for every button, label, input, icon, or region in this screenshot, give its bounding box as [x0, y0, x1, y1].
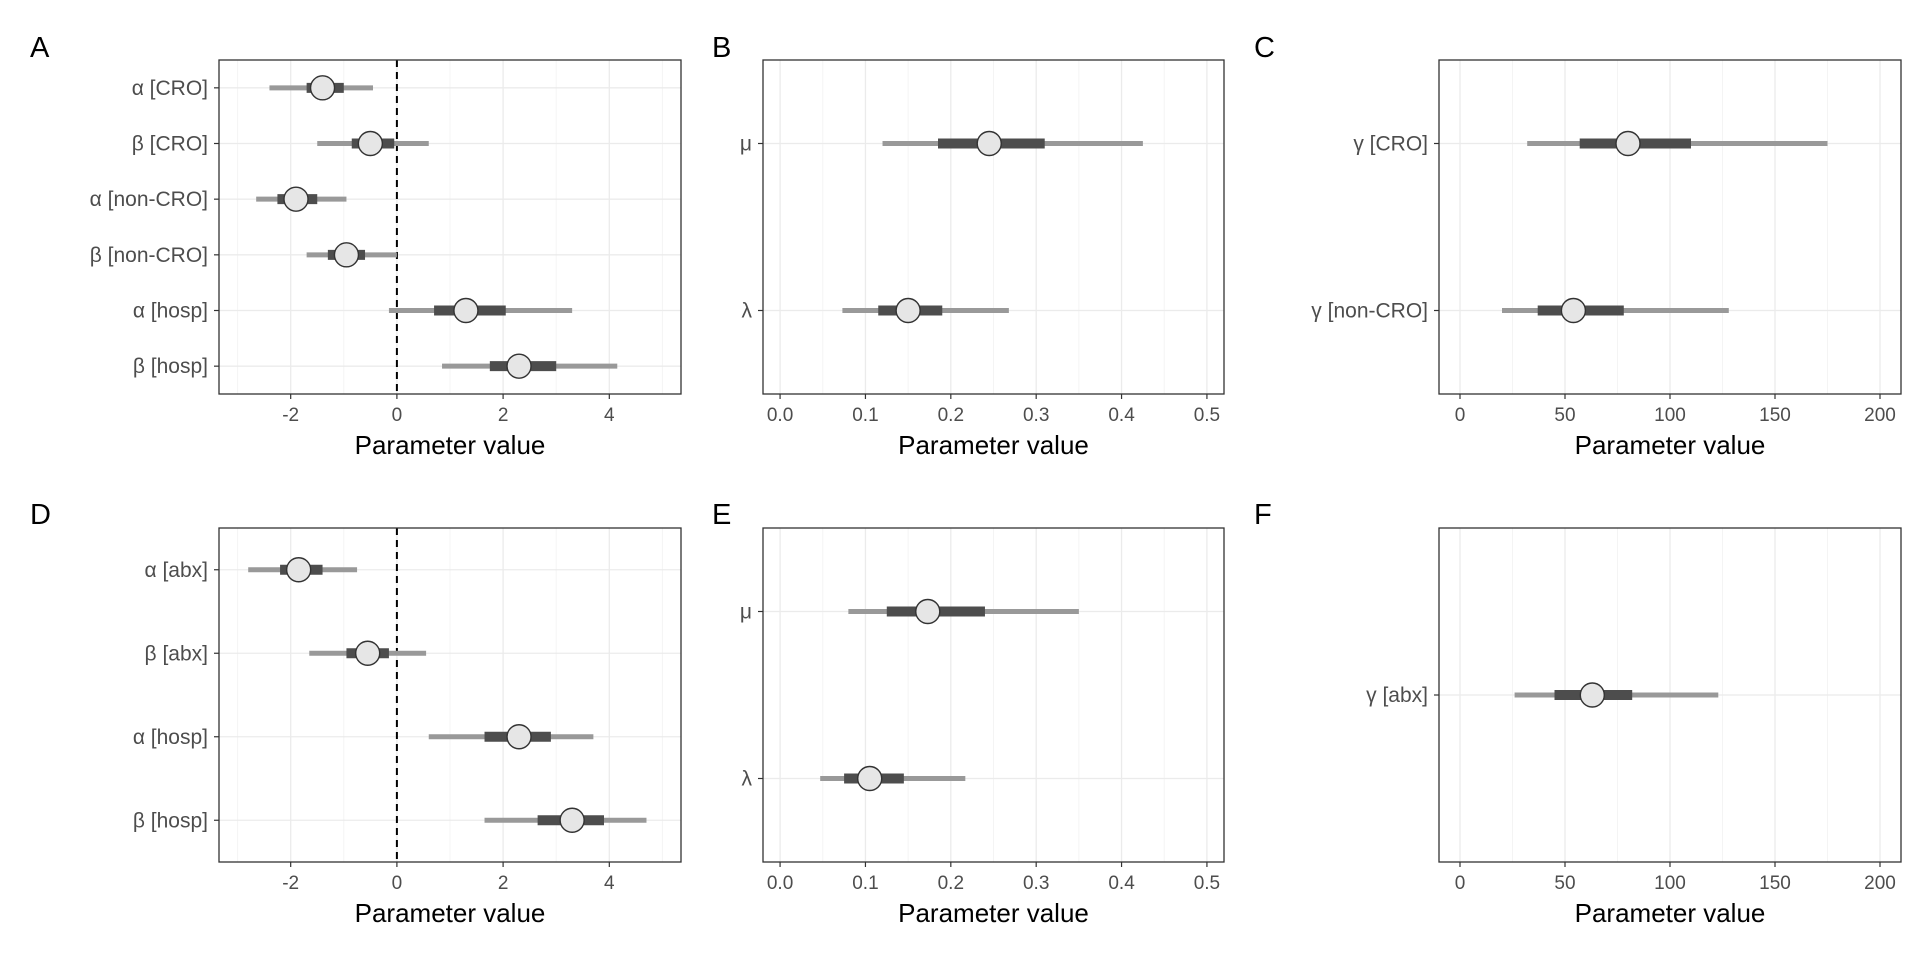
y-tick-label: β [hosp] — [133, 355, 208, 378]
x-tick-label: 0.1 — [852, 405, 878, 426]
panel-tag: F — [1254, 499, 1272, 531]
x-tick-label: 200 — [1864, 405, 1896, 426]
x-axis-title: Parameter value — [1575, 430, 1766, 460]
panel-f: γ [abx] 0 50 100 150 200 Parameter value F — [1254, 499, 1902, 928]
x-tick-label: 0.1 — [852, 873, 878, 894]
panel-d: α [abx] β [abx] α [hosp] β [hosp] -2 0 2 4 Param… — [30, 499, 682, 928]
panel-c: γ [CRO] γ [non-CRO] 0 50 100 150 200 Parameter … — [1254, 32, 1902, 460]
panel-b: μ λ 0.0 0.1 0.2 0.3 0.4 0.5 Parameter value B — [712, 32, 1225, 460]
x-tick-label: 0.5 — [1194, 405, 1220, 426]
panel-tag: A — [30, 32, 50, 64]
x-tick-label: 0.3 — [1023, 405, 1049, 426]
x-tick-label: 50 — [1554, 405, 1575, 426]
x-axis-title: Parameter value — [898, 898, 1089, 928]
median-point — [285, 557, 312, 583]
median-point — [333, 242, 360, 268]
x-axis-title: Parameter value — [1575, 898, 1766, 928]
y-tick-label: β [hosp] — [133, 809, 208, 832]
x-tick-label: 0.4 — [1108, 405, 1135, 426]
y-tick-label: λ — [742, 768, 753, 791]
y-tick-label: λ — [742, 300, 753, 323]
median-point — [506, 353, 532, 379]
median-point — [915, 598, 941, 625]
y-tick-label: α [hosp] — [133, 726, 208, 749]
y-tick-label: β [non-CRO] — [90, 244, 208, 267]
median-point — [895, 297, 921, 324]
panel-border — [218, 527, 682, 863]
median-point — [976, 130, 1002, 157]
x-axis-title: Parameter value — [355, 898, 546, 928]
x-tick-label: 0 — [1455, 405, 1466, 426]
panel-tag: C — [1254, 32, 1275, 64]
median-point — [1615, 130, 1641, 157]
median-point — [1560, 297, 1587, 324]
y-tick-label: β [CRO] — [132, 133, 208, 156]
median-point — [357, 130, 384, 157]
median-point — [453, 297, 479, 324]
y-tick-label: β [abx] — [145, 642, 208, 665]
panel-tag: E — [712, 499, 731, 531]
x-tick-label: 50 — [1554, 873, 1575, 894]
y-tick-label: μ — [740, 133, 752, 156]
y-tick-label: γ [CRO] — [1353, 133, 1428, 156]
x-tick-label: 150 — [1759, 405, 1791, 426]
y-tick-label: μ — [740, 601, 752, 624]
panel-tag: D — [30, 499, 51, 531]
x-tick-label: 0.2 — [938, 873, 964, 894]
x-tick-label: 2 — [498, 873, 509, 894]
median-point — [1579, 682, 1606, 708]
panel-border — [762, 527, 1225, 863]
y-tick-label: α [CRO] — [132, 77, 208, 100]
panel-border — [218, 59, 682, 395]
y-tick-label: α [abx] — [144, 559, 208, 582]
x-tick-label: -2 — [282, 405, 299, 426]
x-tick-label: 0.3 — [1023, 873, 1049, 894]
x-tick-label: 0.0 — [767, 873, 793, 894]
x-tick-label: 2 — [498, 405, 509, 426]
median-point — [309, 75, 336, 101]
x-axis-title: Parameter value — [898, 430, 1089, 460]
median-point — [559, 807, 585, 833]
x-tick-label: 0 — [1455, 873, 1466, 894]
x-tick-label: 0 — [392, 873, 403, 894]
median-point — [857, 765, 883, 792]
y-tick-label: α [hosp] — [133, 300, 208, 323]
x-axis-title: Parameter value — [355, 430, 546, 460]
x-tick-label: 100 — [1654, 873, 1686, 894]
x-tick-label: 0.0 — [767, 405, 793, 426]
y-tick-label: γ [abx] — [1366, 684, 1428, 707]
x-tick-label: -2 — [282, 873, 299, 894]
x-tick-label: 0 — [392, 405, 403, 426]
median-point — [283, 186, 309, 212]
y-tick-label: α [non-CRO] — [90, 188, 208, 211]
x-tick-label: 0.4 — [1108, 873, 1135, 894]
x-tick-label: 0.5 — [1194, 873, 1220, 894]
x-tick-label: 200 — [1864, 873, 1896, 894]
median-point — [506, 724, 532, 750]
panel-a: α [CRO] β [CRO] α [non-CRO] β [non-CRO] α [h… — [30, 32, 682, 460]
panel-border — [762, 59, 1225, 395]
x-tick-label: 0.2 — [938, 405, 964, 426]
x-tick-label: 100 — [1654, 405, 1686, 426]
x-tick-label: 4 — [604, 873, 615, 894]
median-point — [354, 640, 381, 666]
panel-e: μ λ 0.0 0.1 0.2 0.3 0.4 0.5 Parameter value E — [712, 499, 1225, 928]
y-tick-label: γ [non-CRO] — [1311, 300, 1428, 323]
x-tick-label: 150 — [1759, 873, 1791, 894]
panel-tag: B — [712, 32, 731, 64]
x-tick-label: 4 — [604, 405, 615, 426]
